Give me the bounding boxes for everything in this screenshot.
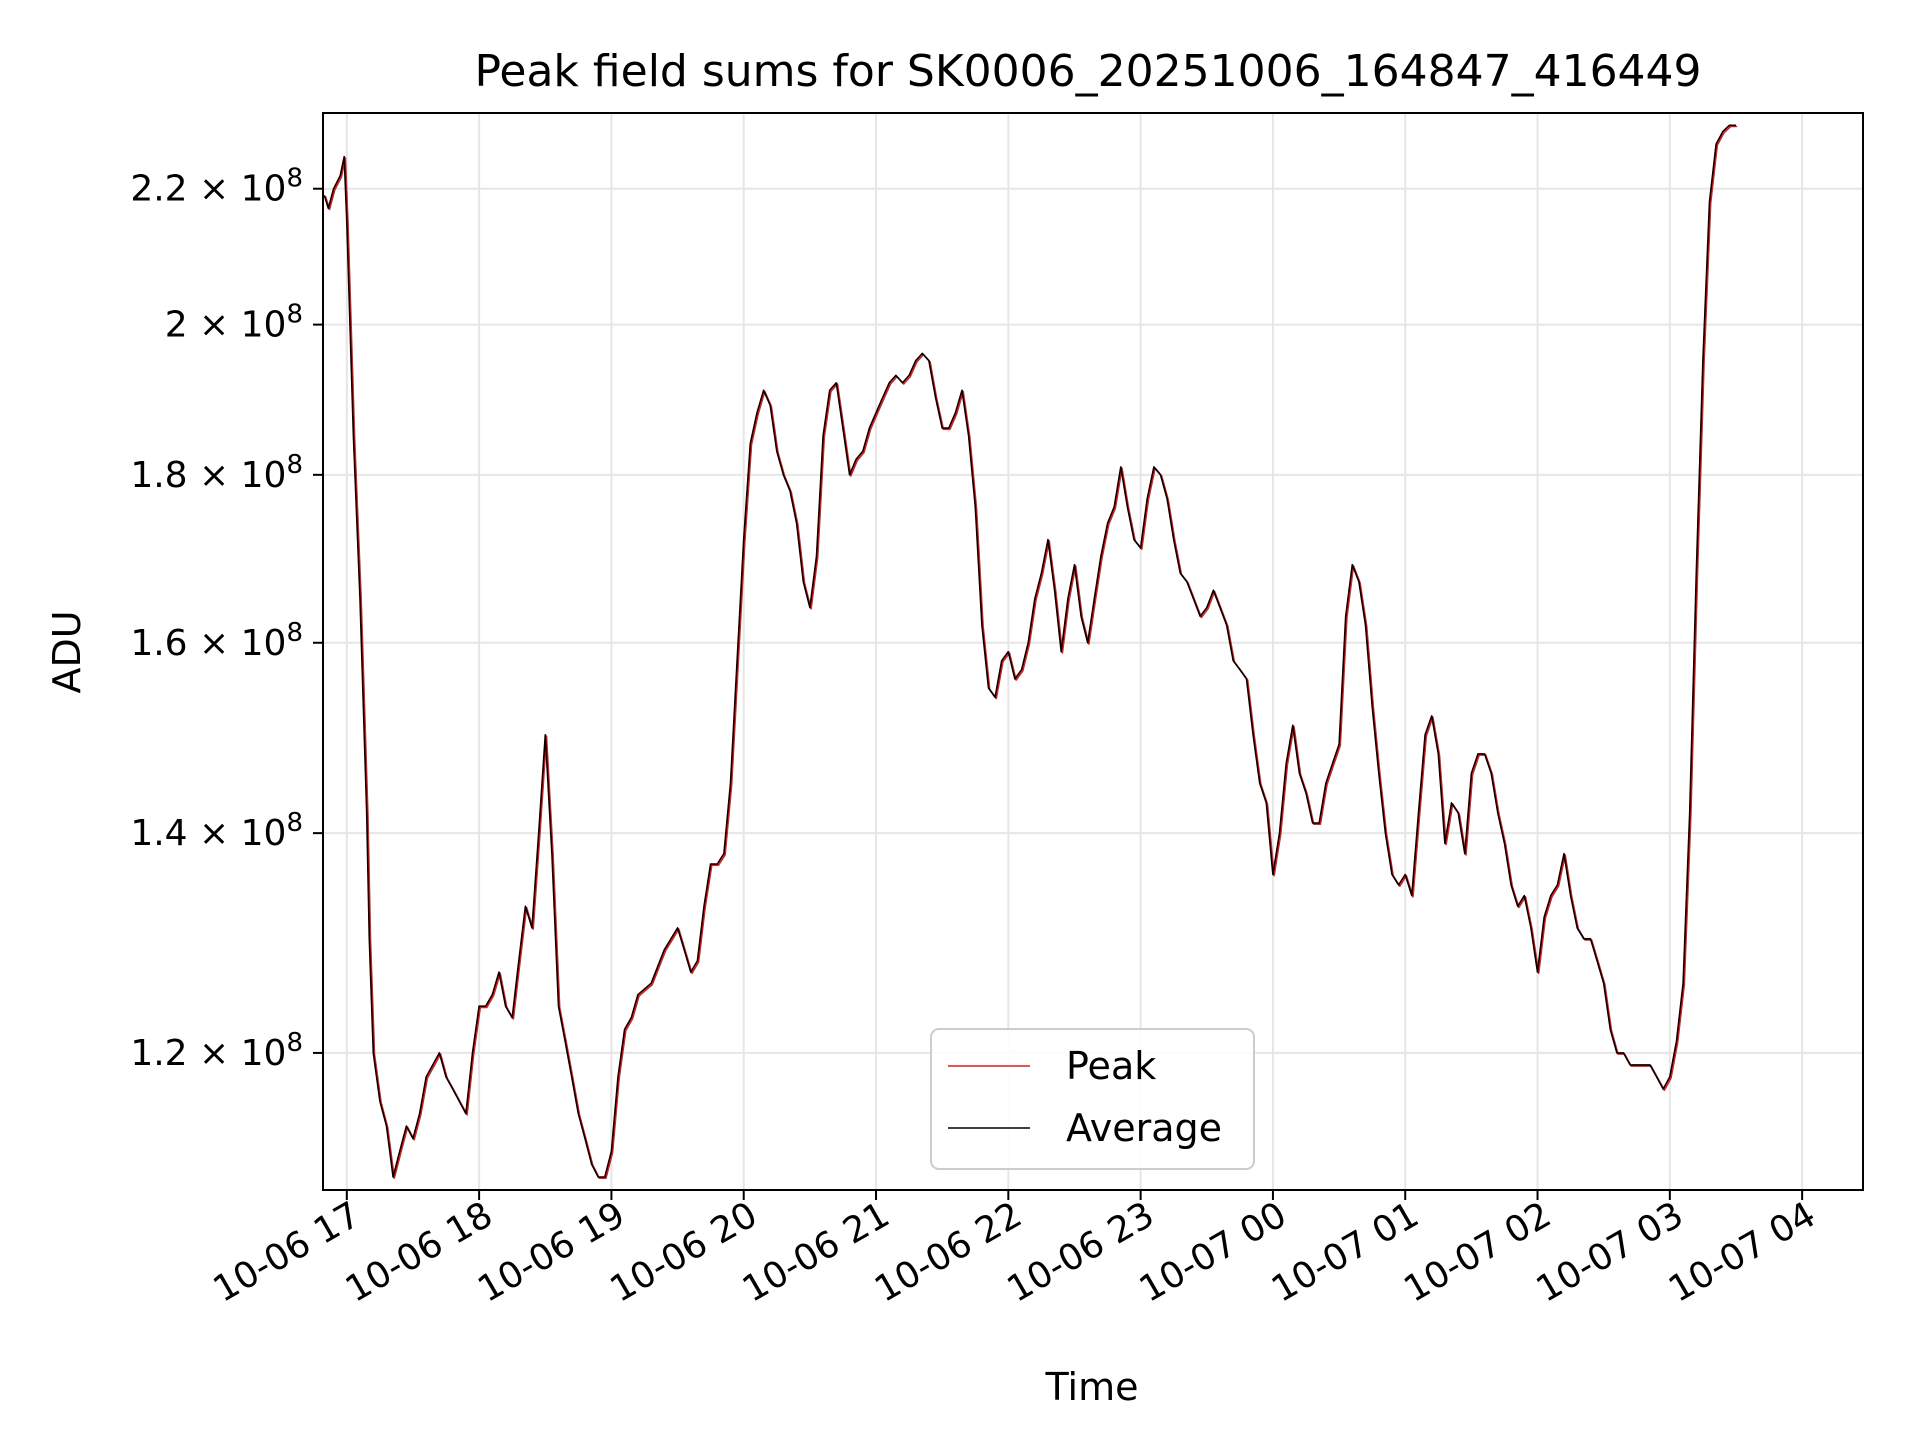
y-tick-label: 1.4 × 108 <box>130 808 303 854</box>
x-axis-label: Time <box>1045 1365 1139 1409</box>
y-tick-label: 2 × 108 <box>165 300 303 346</box>
y-tick-label: 1.8 × 108 <box>130 450 303 496</box>
series-line-peak <box>324 125 1738 1180</box>
legend-label-average: Average <box>1066 1106 1222 1150</box>
grid <box>323 113 1863 1190</box>
y-tick-label: 1.2 × 108 <box>130 1028 303 1074</box>
series-line-average <box>323 124 1736 1178</box>
y-axis-label: ADU <box>45 610 89 693</box>
y-axis-ticks: 1.2 × 108 1.4 × 108 1.6 × 108 1.8 × 108 2 × … <box>130 164 323 1074</box>
legend: Peak Average <box>930 1028 1255 1170</box>
y-tick-label: 2.2 × 108 <box>130 164 303 210</box>
legend-box <box>930 1028 1255 1170</box>
series-lines <box>323 124 1738 1180</box>
plot-frame <box>322 112 1864 1191</box>
chart-title: Peak field sums for SK0006_20251006_1648… <box>474 46 1701 97</box>
legend-label-peak: Peak <box>1066 1044 1156 1088</box>
y-tick-label: 1.6 × 108 <box>130 618 303 664</box>
